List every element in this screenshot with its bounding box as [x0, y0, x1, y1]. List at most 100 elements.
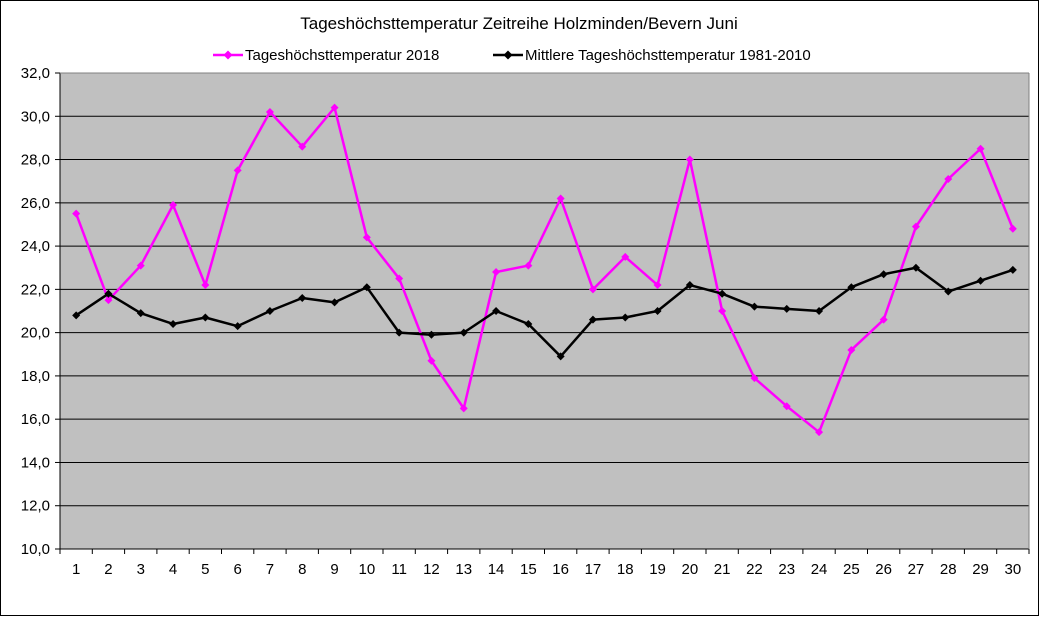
- x-tick-label: 4: [169, 561, 177, 578]
- legend-label-2018: Tageshöchsttemperatur 2018: [245, 47, 439, 64]
- data-point: [621, 252, 630, 261]
- data-point: [136, 261, 145, 270]
- x-tick-label: 16: [552, 561, 569, 578]
- data-point: [911, 263, 920, 272]
- data-point: [104, 296, 113, 305]
- data-point: [201, 313, 210, 322]
- data-point: [750, 374, 759, 383]
- data-point: [492, 307, 501, 315]
- data-point: [556, 352, 565, 361]
- x-tick-label: 9: [330, 561, 338, 578]
- data-point: [524, 319, 533, 328]
- data-point: [782, 402, 791, 411]
- data-point: [685, 281, 694, 290]
- y-tick-label: 20,0: [21, 325, 50, 342]
- y-tick-label: 16,0: [21, 411, 50, 428]
- data-point: [879, 315, 888, 324]
- x-tick-label: 21: [714, 561, 731, 578]
- y-tick-label: 32,0: [21, 65, 50, 82]
- data-point: [718, 307, 727, 315]
- x-tick-label: 13: [455, 561, 472, 578]
- y-axis-ticks: 10,0 12,0 14,0 16,0 18,0 20,0 22,0 24,0 26,0 28,0…: [21, 65, 60, 558]
- y-tick-label: 14,0: [21, 454, 50, 471]
- data-point: [685, 155, 694, 164]
- x-tick-label: 28: [940, 561, 957, 578]
- legend: Tageshöchsttemperatur 2018 Mittlere Tage…: [213, 47, 811, 64]
- data-point: [718, 289, 727, 298]
- series-layer: [72, 103, 1017, 437]
- x-tick-label: 15: [520, 561, 537, 578]
- data-point: [492, 268, 501, 277]
- data-point: [976, 276, 985, 285]
- x-tick-label: 24: [811, 561, 828, 578]
- x-tick-label: 14: [488, 561, 505, 578]
- y-tick-label: 22,0: [21, 281, 50, 298]
- data-point: [395, 274, 404, 283]
- data-point: [588, 315, 597, 324]
- data-point: [330, 103, 339, 112]
- y-tick-label: 10,0: [21, 541, 50, 558]
- data-point: [879, 270, 888, 279]
- x-tick-label: 2: [104, 561, 112, 578]
- y-tick-label: 24,0: [21, 238, 50, 255]
- x-tick-label: 17: [585, 561, 602, 578]
- data-point: [330, 298, 339, 307]
- data-point: [459, 404, 468, 413]
- y-tick-label: 26,0: [21, 195, 50, 212]
- data-point: [976, 144, 985, 153]
- y-tick-label: 12,0: [21, 498, 50, 515]
- x-tick-label: 18: [617, 561, 634, 578]
- data-point: [1008, 265, 1017, 274]
- y-tick-label: 30,0: [21, 108, 50, 125]
- data-point: [298, 142, 307, 151]
- x-tick-label: 1: [72, 561, 80, 578]
- data-point: [362, 283, 371, 292]
- legend-label-mean: Mittlere Tageshöchsttemperatur 1981-2010: [525, 47, 811, 64]
- data-point: [201, 281, 210, 290]
- legend-marker-2018: [223, 50, 233, 60]
- y-tick-label: 28,0: [21, 152, 50, 169]
- x-tick-label: 27: [908, 561, 925, 578]
- data-point: [815, 307, 824, 315]
- x-tick-label: 8: [298, 561, 306, 578]
- data-point: [72, 311, 81, 320]
- data-point: [298, 294, 307, 303]
- data-point: [427, 356, 436, 365]
- data-point: [911, 222, 920, 231]
- data-point: [265, 107, 274, 116]
- data-point: [556, 194, 565, 203]
- data-point: [944, 175, 953, 184]
- data-point: [459, 328, 468, 337]
- x-tick-label: 11: [391, 561, 407, 578]
- legend-marker-mean: [503, 50, 513, 60]
- x-tick-label: 7: [266, 561, 274, 578]
- series-line-1: [74, 106, 1015, 434]
- x-tick-label: 26: [875, 561, 892, 578]
- data-point: [362, 233, 371, 242]
- data-point: [524, 261, 533, 270]
- data-point: [815, 428, 824, 437]
- x-axis-ticks: 1 2 3 4 5 6 7 8 9 10 11 12 13 14 15 16 17 18 19 20 21 22 23 24 2…: [59, 549, 1030, 578]
- data-point: [847, 345, 856, 354]
- data-point: [72, 209, 81, 218]
- plot-area: [60, 73, 1029, 549]
- data-point: [621, 313, 630, 322]
- data-point: [782, 304, 791, 313]
- data-point: [395, 328, 404, 337]
- x-tick-label: 30: [1005, 561, 1022, 578]
- x-tick-label: 12: [423, 561, 440, 578]
- x-tick-label: 3: [137, 561, 145, 578]
- data-point: [136, 309, 145, 318]
- x-tick-label: 6: [233, 561, 241, 578]
- data-point: [588, 285, 597, 294]
- y-tick-label: 18,0: [21, 368, 50, 385]
- data-point: [427, 330, 436, 339]
- data-point: [233, 166, 242, 175]
- x-tick-label: 20: [682, 561, 699, 578]
- data-point: [265, 307, 274, 315]
- data-point: [104, 289, 113, 298]
- data-point: [1008, 224, 1017, 233]
- data-point: [944, 287, 953, 296]
